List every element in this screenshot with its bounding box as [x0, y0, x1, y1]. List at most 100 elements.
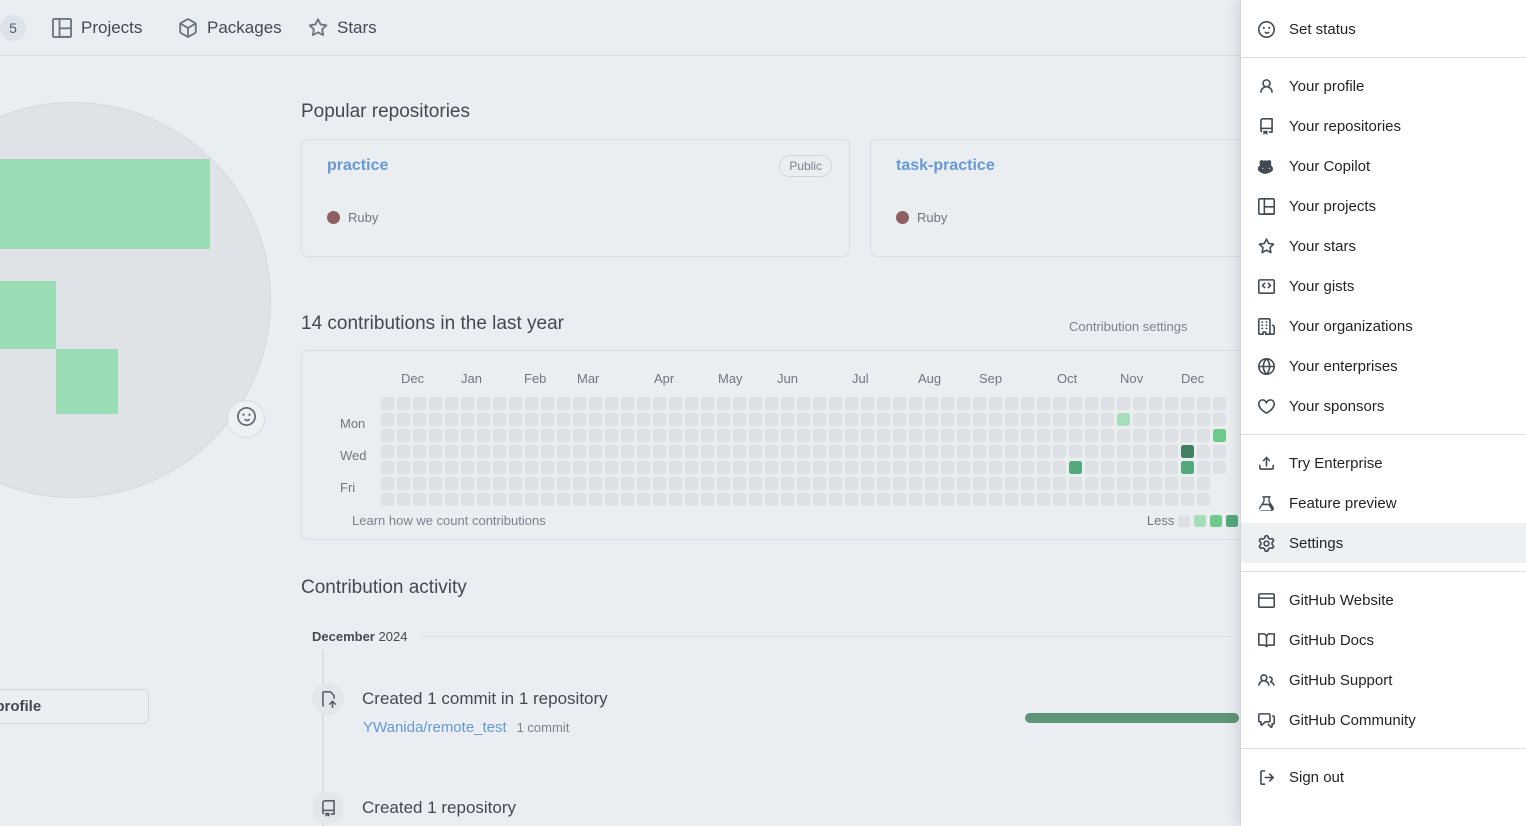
contribution-cell[interactable]: [957, 477, 970, 490]
contribution-cell[interactable]: [813, 477, 826, 490]
contribution-cell[interactable]: [477, 445, 490, 458]
contribution-cell[interactable]: [1133, 397, 1146, 410]
contribution-cell[interactable]: [605, 445, 618, 458]
contribution-cell[interactable]: [573, 429, 586, 442]
contribution-cell[interactable]: [765, 413, 778, 426]
contribution-cell[interactable]: [429, 429, 442, 442]
contribution-cell[interactable]: [589, 429, 602, 442]
contribution-cell[interactable]: [797, 397, 810, 410]
contribution-cell[interactable]: [733, 445, 746, 458]
contribution-cell[interactable]: [397, 429, 410, 442]
menu-item-try-enterprise[interactable]: Try Enterprise: [1241, 443, 1526, 483]
contribution-cell[interactable]: [381, 445, 394, 458]
contribution-cell[interactable]: [829, 493, 842, 506]
contribution-cell[interactable]: [877, 477, 890, 490]
contribution-cell[interactable]: [925, 397, 938, 410]
contribution-cell[interactable]: [1165, 461, 1178, 474]
contribution-cell[interactable]: [1053, 413, 1066, 426]
contribution-cell[interactable]: [445, 397, 458, 410]
contribution-cell[interactable]: [685, 493, 698, 506]
contribution-cell[interactable]: [893, 477, 906, 490]
contribution-cell[interactable]: [477, 477, 490, 490]
contribution-cell[interactable]: [1021, 445, 1034, 458]
contribution-cell[interactable]: [605, 397, 618, 410]
contribution-cell[interactable]: [525, 477, 538, 490]
contribution-cell[interactable]: [765, 429, 778, 442]
contribution-cell[interactable]: [925, 413, 938, 426]
menu-item-settings[interactable]: Settings: [1241, 523, 1526, 563]
contribution-cell[interactable]: [1085, 477, 1098, 490]
timeline-item[interactable]: Created 1 commit in 1 repository YWanida…: [312, 683, 1239, 736]
edit-profile-button[interactable]: Edit profile: [0, 689, 149, 724]
contribution-cell[interactable]: [461, 493, 474, 506]
contribution-cell[interactable]: [989, 445, 1002, 458]
contribution-cell[interactable]: [1213, 397, 1226, 410]
contribution-cell[interactable]: [477, 429, 490, 442]
contribution-cell[interactable]: [493, 493, 506, 506]
contribution-cell[interactable]: [909, 429, 922, 442]
contribution-cell[interactable]: [669, 461, 682, 474]
contribution-cell[interactable]: [541, 461, 554, 474]
contribution-cell[interactable]: [1197, 429, 1210, 442]
contribution-cell[interactable]: [669, 493, 682, 506]
repo-name-link[interactable]: task-practice: [896, 157, 995, 174]
user-menu-dropdown[interactable]: Set status Your profile Your repositories Y…: [1240, 0, 1526, 826]
contribution-cell[interactable]: [1149, 477, 1162, 490]
contribution-cell[interactable]: [493, 461, 506, 474]
contribution-cell[interactable]: [685, 429, 698, 442]
contribution-cell[interactable]: [941, 413, 954, 426]
contribution-cell[interactable]: [1053, 445, 1066, 458]
contribution-cell[interactable]: [957, 445, 970, 458]
contribution-cell[interactable]: [781, 413, 794, 426]
contribution-cell[interactable]: [989, 413, 1002, 426]
contribution-cell[interactable]: [861, 493, 874, 506]
contribution-cell[interactable]: [797, 477, 810, 490]
nav-item-projects[interactable]: Projects: [52, 17, 142, 38]
contribution-cell[interactable]: [605, 477, 618, 490]
contribution-cell[interactable]: [1005, 477, 1018, 490]
contribution-cell[interactable]: [1085, 413, 1098, 426]
contribution-cell[interactable]: [781, 429, 794, 442]
contribution-cell[interactable]: [781, 461, 794, 474]
contribution-cell[interactable]: [1133, 461, 1146, 474]
contribution-cell[interactable]: [653, 493, 666, 506]
contribution-cell[interactable]: [765, 477, 778, 490]
contribution-cell[interactable]: [493, 477, 506, 490]
contribution-cell[interactable]: [797, 461, 810, 474]
contribution-cell[interactable]: [1117, 429, 1130, 442]
contribution-cell[interactable]: [1117, 477, 1130, 490]
contribution-cell[interactable]: [477, 461, 490, 474]
contribution-cell[interactable]: [845, 429, 858, 442]
contribution-cell[interactable]: [701, 413, 714, 426]
contribution-cell[interactable]: [413, 429, 426, 442]
contribution-cell[interactable]: [413, 493, 426, 506]
contribution-cell[interactable]: [509, 397, 522, 410]
contribution-cell[interactable]: [861, 413, 874, 426]
contribution-cell[interactable]: [413, 445, 426, 458]
contribution-cell[interactable]: [477, 493, 490, 506]
contribution-cell[interactable]: [1149, 413, 1162, 426]
contribution-cell[interactable]: [1117, 413, 1130, 426]
contribution-cell[interactable]: [861, 429, 874, 442]
contribution-cell[interactable]: [1037, 429, 1050, 442]
contribution-cell[interactable]: [717, 429, 730, 442]
contribution-cell[interactable]: [637, 429, 650, 442]
contribution-cell[interactable]: [1181, 413, 1194, 426]
contribution-cell[interactable]: [941, 397, 954, 410]
contribution-cell[interactable]: [925, 461, 938, 474]
contribution-cell[interactable]: [893, 413, 906, 426]
contribution-cell[interactable]: [589, 477, 602, 490]
contribution-cell[interactable]: [461, 461, 474, 474]
contribution-cell[interactable]: [765, 445, 778, 458]
contribution-cell[interactable]: [1037, 397, 1050, 410]
contribution-cell[interactable]: [1053, 429, 1066, 442]
contribution-cell[interactable]: [941, 461, 954, 474]
contribution-cell[interactable]: [1069, 477, 1082, 490]
contribution-cell[interactable]: [557, 493, 570, 506]
contribution-cell[interactable]: [1021, 477, 1034, 490]
contribution-cell[interactable]: [429, 477, 442, 490]
contribution-cell[interactable]: [413, 397, 426, 410]
contribution-cell[interactable]: [813, 445, 826, 458]
contribution-cell[interactable]: [1149, 397, 1162, 410]
contribution-cell[interactable]: [685, 477, 698, 490]
